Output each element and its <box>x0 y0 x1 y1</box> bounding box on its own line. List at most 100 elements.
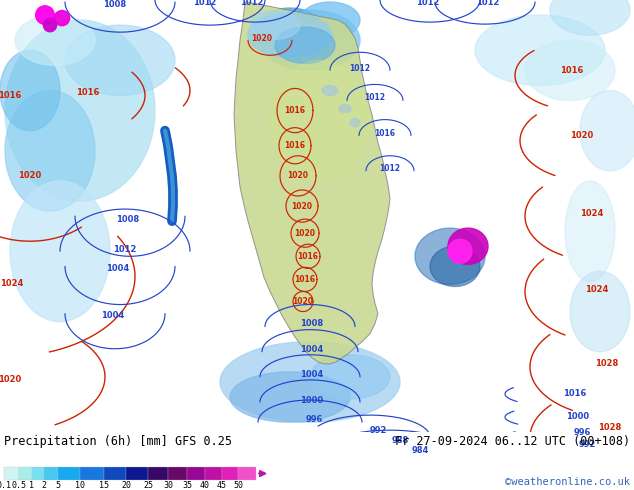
Text: 1016: 1016 <box>564 390 586 398</box>
Text: 1000: 1000 <box>566 412 590 420</box>
Text: 50: 50 <box>233 481 243 490</box>
Bar <box>187 467 205 480</box>
Polygon shape <box>565 181 615 281</box>
Text: 2: 2 <box>41 481 46 490</box>
Polygon shape <box>350 119 360 126</box>
Polygon shape <box>448 239 472 263</box>
Text: 1004: 1004 <box>107 264 129 273</box>
Point <box>57 14 67 22</box>
Text: 1016: 1016 <box>285 106 306 115</box>
Polygon shape <box>415 228 485 284</box>
Polygon shape <box>270 60 370 181</box>
Text: 10: 10 <box>75 481 85 490</box>
Text: 0.1: 0.1 <box>0 481 11 490</box>
Text: 1012: 1012 <box>476 0 500 6</box>
Text: 988: 988 <box>391 436 409 445</box>
Text: 996: 996 <box>306 415 323 424</box>
Bar <box>4 467 19 480</box>
Bar <box>32 467 44 480</box>
Text: Fr 27-09-2024 06..12 UTC (00+108): Fr 27-09-2024 06..12 UTC (00+108) <box>395 435 630 448</box>
Polygon shape <box>250 11 300 39</box>
Polygon shape <box>580 91 634 171</box>
Text: 1004: 1004 <box>301 345 323 354</box>
Text: 1016: 1016 <box>560 66 584 75</box>
Bar <box>80 467 104 480</box>
Bar <box>148 467 168 480</box>
Text: 992: 992 <box>578 440 596 449</box>
Text: 1028: 1028 <box>598 423 621 432</box>
Text: 984: 984 <box>411 446 429 455</box>
Text: 1008: 1008 <box>117 215 139 223</box>
Text: 996: 996 <box>573 428 591 437</box>
Text: 1012: 1012 <box>240 0 264 6</box>
Polygon shape <box>255 8 325 52</box>
Point <box>45 21 55 29</box>
Polygon shape <box>275 27 335 63</box>
Text: 1024: 1024 <box>585 285 609 294</box>
Text: 1020: 1020 <box>292 297 313 306</box>
Text: 1016: 1016 <box>297 252 318 261</box>
Text: 1020: 1020 <box>18 172 42 180</box>
Text: 1012: 1012 <box>417 0 440 6</box>
Text: 40: 40 <box>200 481 210 490</box>
Polygon shape <box>230 372 350 422</box>
Text: 1008: 1008 <box>301 319 323 328</box>
Text: 30: 30 <box>163 481 173 490</box>
Text: 1020: 1020 <box>571 131 593 140</box>
Polygon shape <box>5 91 95 211</box>
Polygon shape <box>475 15 605 85</box>
Bar <box>58 467 80 480</box>
Polygon shape <box>322 85 338 96</box>
Bar <box>168 467 187 480</box>
Polygon shape <box>65 25 175 96</box>
Text: 1016: 1016 <box>76 88 100 97</box>
Polygon shape <box>10 181 110 321</box>
Text: 1012: 1012 <box>113 245 137 254</box>
Text: 1020: 1020 <box>292 201 313 211</box>
Text: 1008: 1008 <box>103 0 127 8</box>
Text: 1020: 1020 <box>0 375 22 385</box>
Text: 1012: 1012 <box>365 93 385 102</box>
Polygon shape <box>570 271 630 352</box>
Text: 5: 5 <box>56 481 60 490</box>
Polygon shape <box>15 15 95 65</box>
Bar <box>126 467 148 480</box>
Text: 1012: 1012 <box>380 164 401 173</box>
Bar <box>44 467 58 480</box>
Polygon shape <box>248 13 332 57</box>
Bar <box>205 467 222 480</box>
Text: 1024: 1024 <box>0 279 23 288</box>
Text: 25: 25 <box>143 481 153 490</box>
Polygon shape <box>5 20 155 201</box>
Polygon shape <box>430 246 480 287</box>
Polygon shape <box>310 355 390 399</box>
Text: Precipitation (6h) [mm] GFS 0.25: Precipitation (6h) [mm] GFS 0.25 <box>4 435 232 448</box>
Text: 1012: 1012 <box>193 0 217 6</box>
Text: 1016: 1016 <box>375 129 396 138</box>
Bar <box>104 467 126 480</box>
Text: 1020: 1020 <box>252 34 273 43</box>
Polygon shape <box>339 104 351 113</box>
Text: ©weatheronline.co.uk: ©weatheronline.co.uk <box>505 477 630 487</box>
Text: 1020: 1020 <box>287 172 309 180</box>
Text: 1024: 1024 <box>580 209 604 218</box>
Text: 45: 45 <box>217 481 227 490</box>
Bar <box>222 467 238 480</box>
Polygon shape <box>260 10 360 71</box>
Text: 1028: 1028 <box>595 359 619 368</box>
Polygon shape <box>220 342 400 422</box>
Polygon shape <box>448 228 488 264</box>
Text: 35: 35 <box>182 481 192 490</box>
Point <box>40 11 50 19</box>
Text: 1016: 1016 <box>295 275 316 284</box>
Text: 20: 20 <box>121 481 131 490</box>
Polygon shape <box>0 50 60 131</box>
Bar <box>238 467 256 480</box>
Polygon shape <box>525 40 615 100</box>
Text: 1: 1 <box>30 481 34 490</box>
Text: 0.5: 0.5 <box>11 481 27 490</box>
Text: 1020: 1020 <box>295 229 316 238</box>
Text: 1000: 1000 <box>301 395 323 405</box>
Polygon shape <box>550 0 630 35</box>
Bar <box>19 467 32 480</box>
